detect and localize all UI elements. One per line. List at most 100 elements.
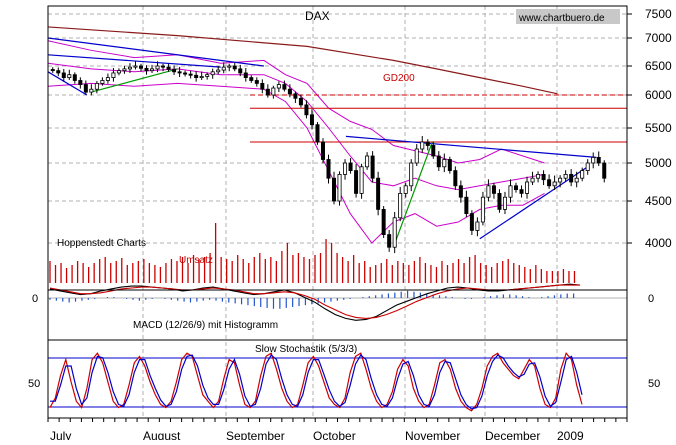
- candle-body-12: [116, 70, 121, 74]
- x-month-label-0: July: [50, 429, 71, 440]
- candle-body-55: [354, 170, 359, 194]
- bollinger-upper-line: [47, 40, 545, 164]
- candle-body-27: [199, 76, 204, 79]
- candle-body-2: [61, 72, 66, 78]
- macd-zero-label-right: 0: [648, 293, 654, 305]
- candle-body-76: [469, 213, 474, 231]
- candle-body-31: [221, 66, 226, 71]
- candle-body-97: [585, 162, 590, 171]
- candle-body-36: [249, 77, 254, 81]
- x-month-label-4: November: [405, 429, 460, 440]
- stoch-line-1: [50, 354, 583, 410]
- candle-body-32: [227, 65, 232, 68]
- x-month-label-5: December: [485, 429, 540, 440]
- candle-body-74: [458, 185, 463, 198]
- candle-body-66: [414, 148, 419, 164]
- candle-body-24: [183, 72, 188, 75]
- candle-body-90: [547, 179, 552, 187]
- candle-body-0: [50, 69, 55, 72]
- candle-body-19: [155, 65, 160, 70]
- candle-body-93: [563, 173, 568, 179]
- candle-body-78: [480, 196, 485, 223]
- candle-body-47: [309, 114, 314, 126]
- candle-body-25: [188, 73, 193, 76]
- y-tick-label-5: 5000: [645, 156, 672, 170]
- candle-body-62: [392, 217, 397, 248]
- source-label: Hoppenstedt Charts: [57, 238, 146, 249]
- candle-body-18: [150, 68, 155, 72]
- candle-body-79: [486, 185, 491, 198]
- candle-body-69: [431, 145, 436, 157]
- y-tick-label-7: 4000: [645, 236, 672, 250]
- stochastic-label: Slow Stochastik (5/3/3): [255, 344, 357, 355]
- candle-body-34: [238, 68, 243, 74]
- x-month-label-6: 2009: [557, 429, 584, 440]
- gd200-line: [47, 26, 558, 95]
- candle-body-5: [78, 80, 83, 85]
- candle-body-61: [387, 234, 392, 248]
- candle-body-87: [530, 177, 535, 183]
- candle-body-20: [161, 65, 166, 68]
- candle-body-21: [166, 66, 171, 70]
- candle-body-8: [94, 83, 99, 90]
- candle-body-98: [591, 156, 596, 164]
- candle-body-80: [491, 185, 496, 194]
- candle-body-14: [127, 66, 132, 70]
- bollinger-middle-line: [47, 62, 545, 191]
- candle-body-43: [287, 88, 292, 95]
- candle-body-81: [497, 192, 502, 210]
- candle-body-52: [337, 173, 342, 202]
- volume-label: Umsatz: [179, 255, 213, 266]
- candle-body-37: [254, 80, 259, 84]
- candle-body-35: [243, 72, 248, 78]
- source-badge: www.chartbuero.de: [518, 13, 605, 24]
- candle-body-9: [100, 80, 105, 84]
- candle-body-82: [502, 196, 507, 210]
- trendline-3: [345, 135, 597, 158]
- source-badge-bg: [516, 9, 620, 24]
- candle-body-88: [536, 173, 541, 179]
- y-tick-label-6: 4500: [645, 194, 672, 208]
- macd-zero-label-left: 0: [32, 293, 38, 305]
- stoch-tick-left: 50: [28, 378, 40, 390]
- grid-lines: [47, 6, 627, 418]
- trendline-2: [47, 71, 88, 96]
- candle-body-41: [276, 84, 281, 89]
- candle-body-70: [436, 155, 441, 168]
- x-month-label-3: October: [313, 429, 356, 440]
- candle-body-95: [574, 177, 579, 183]
- candle-body-53: [343, 162, 348, 175]
- candle-body-85: [519, 189, 524, 194]
- candle-body-58: [370, 155, 375, 179]
- candle-body-49: [320, 141, 325, 160]
- candle-body-77: [475, 221, 480, 231]
- y-tick-label-1: 7000: [645, 31, 672, 45]
- candle-body-51: [332, 177, 337, 202]
- candle-body-73: [453, 170, 458, 187]
- outer-frame: [47, 5, 628, 419]
- candle-body-33: [232, 65, 237, 70]
- candle-body-96: [580, 170, 585, 179]
- candle-body-4: [72, 74, 77, 81]
- stoch-tick-right: 50: [648, 378, 660, 390]
- candle-body-1: [56, 70, 61, 74]
- panel-frames: [47, 5, 628, 419]
- candle-body-6: [83, 84, 88, 93]
- macd-label: MACD (12/26/9) mit Histogramm: [133, 320, 278, 331]
- x-month-label-1: August: [143, 429, 181, 440]
- macd-line-0: [49, 283, 581, 321]
- candle-body-10: [105, 77, 110, 81]
- candle-body-75: [464, 196, 469, 214]
- trendline-1: [47, 54, 221, 68]
- candle-body-67: [420, 141, 425, 150]
- candle-body-84: [514, 185, 519, 191]
- candle-body-63: [398, 192, 403, 219]
- y-tick-label-2: 6500: [645, 59, 672, 73]
- gd200-label: GD200: [383, 73, 415, 84]
- candle-body-68: [425, 141, 430, 146]
- candle-body-94: [569, 173, 574, 183]
- candle-body-65: [409, 162, 414, 187]
- candle-body-83: [508, 185, 513, 198]
